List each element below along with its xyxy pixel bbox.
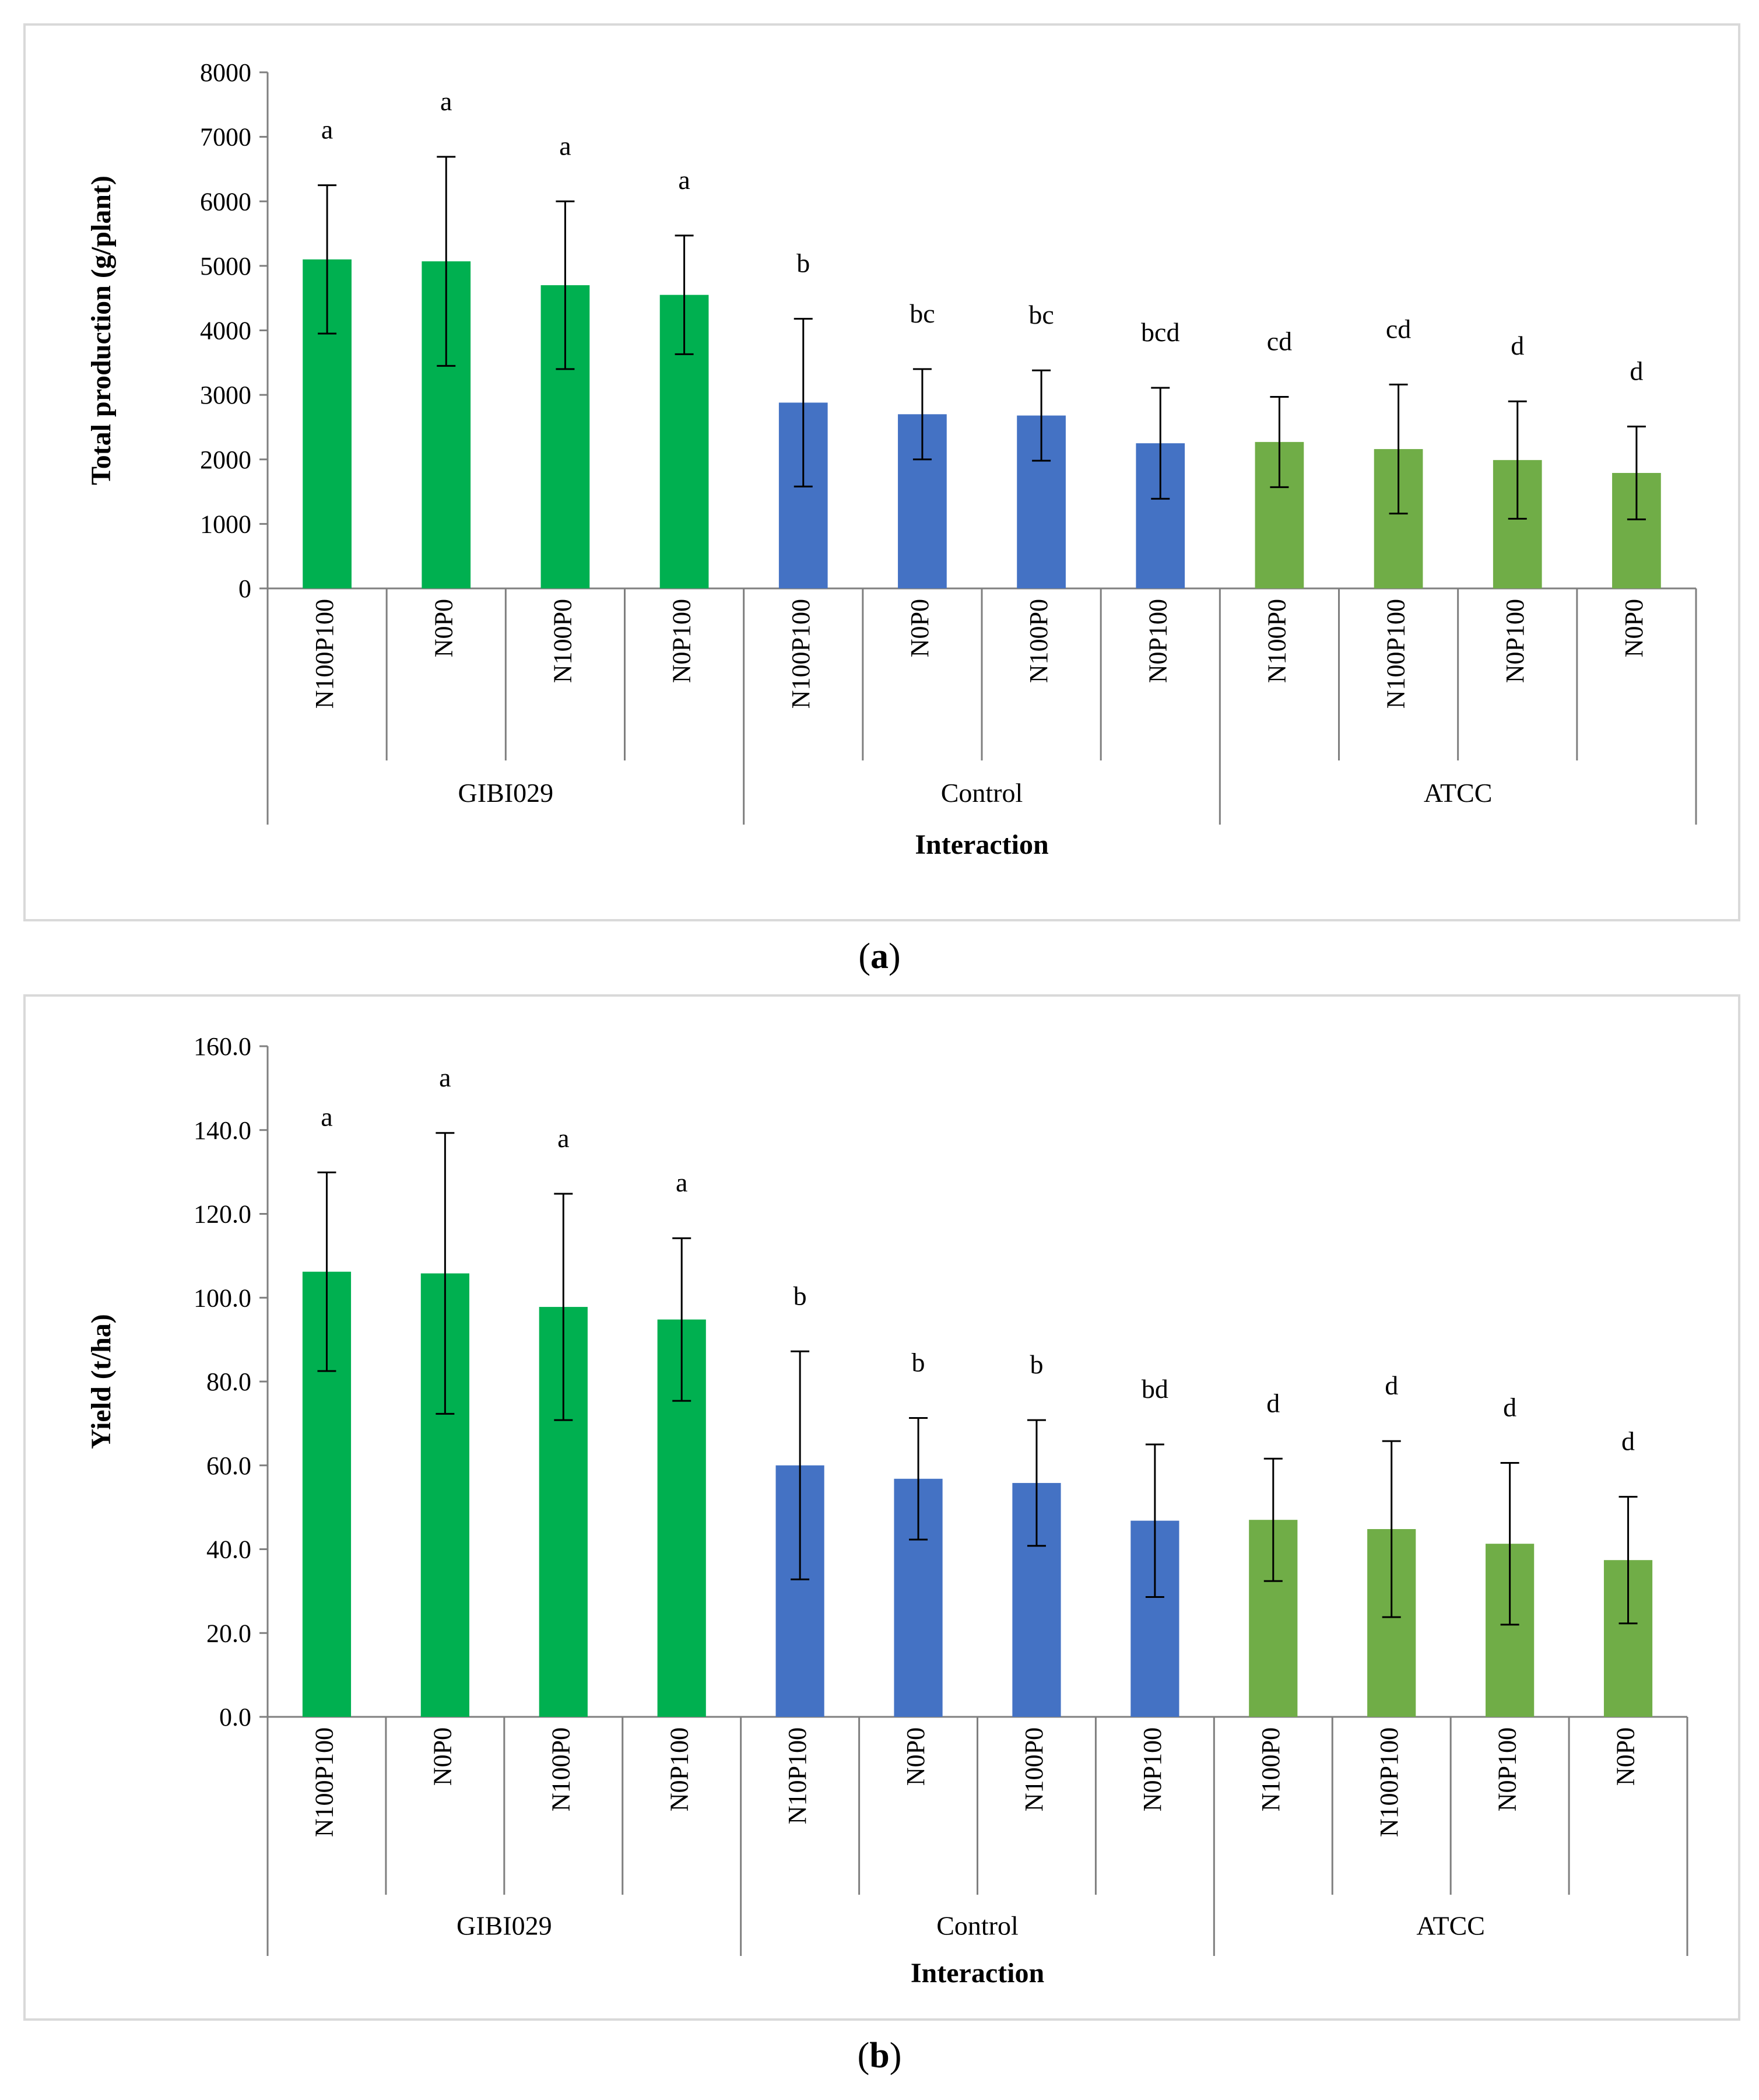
y-tick-label: 3000 [200, 381, 251, 409]
x-group-label: ATCC [1424, 778, 1493, 808]
significance-letter: a [678, 165, 690, 195]
significance-letter: d [1630, 356, 1643, 385]
significance-letter: cd [1267, 326, 1292, 356]
y-axis-title: Total production (g/plant) [86, 176, 117, 485]
x-group-label: GIBI029 [458, 778, 554, 808]
x-category-label: N0P100 [665, 1727, 693, 1811]
x-category-label: N0P0 [901, 1727, 930, 1786]
x-category-label: N0P100 [1143, 599, 1172, 683]
significance-letter: b [794, 1281, 807, 1310]
significance-letter: a [557, 1123, 569, 1153]
significance-letter: d [1385, 1370, 1398, 1400]
y-tick-label: 6000 [200, 187, 251, 216]
y-tick-label: 2000 [200, 446, 251, 474]
x-category-label: N0P100 [668, 599, 696, 683]
x-category-label: N100P100 [310, 599, 339, 709]
y-tick-label: 40.0 [206, 1535, 251, 1564]
y-tick-label: 160.0 [194, 1032, 251, 1061]
x-category-label: N100P0 [549, 599, 577, 683]
y-tick-label: 140.0 [194, 1116, 251, 1145]
significance-letter: a [559, 131, 571, 160]
x-category-label: N100P0 [1024, 599, 1053, 683]
y-tick-label: 0.0 [219, 1703, 251, 1731]
panel-label-b: (b) [857, 2036, 902, 2076]
significance-letter: a [321, 1102, 332, 1131]
significance-letter: b [1030, 1349, 1043, 1379]
significance-letter: a [440, 86, 452, 116]
x-category-label: N0P0 [1611, 1727, 1640, 1786]
x-category-label: N0P100 [1501, 599, 1529, 683]
x-category-label: N0P0 [905, 599, 934, 657]
x-category-label: N0P0 [429, 599, 458, 657]
x-group-label: Control [936, 1911, 1019, 1941]
y-tick-label: 5000 [200, 252, 251, 281]
x-category-label: N100P100 [310, 1727, 339, 1837]
y-tick-label: 80.0 [206, 1368, 251, 1396]
chart-a-svg: 0 1000 2000 3000 4000 5000 6000 7000 8000 Total p… [86, 58, 1697, 860]
significance-letter: bd [1142, 1374, 1168, 1404]
significance-letter: d [1511, 331, 1524, 360]
significance-letter: a [676, 1168, 687, 1197]
chart-b-svg: 0.0 20.0 40.0 60.0 80.0 100.0 120.0 140.0 160.0 Y… [86, 1032, 1688, 1989]
significance-letter: d [1266, 1388, 1280, 1418]
y-tick-label: 8000 [200, 58, 251, 87]
x-category-label: N100P0 [1256, 1727, 1285, 1811]
chart-panel-b: 0.0 20.0 40.0 60.0 80.0 100.0 120.0 140.0 160.0 Y… [23, 994, 1740, 2021]
y-tick-label: 0 [238, 574, 251, 603]
x-category-label: N0P0 [1620, 599, 1648, 657]
y-tick-label: 4000 [200, 317, 251, 345]
significance-letter: a [439, 1063, 451, 1092]
x-category-label: N0P100 [1493, 1727, 1522, 1811]
significance-letter: d [1621, 1426, 1635, 1456]
significance-letter: a [321, 115, 333, 145]
x-category-label: N100P100 [787, 599, 815, 709]
y-tick-label: 100.0 [194, 1284, 251, 1312]
chart-panel-a: 0 1000 2000 3000 4000 5000 6000 7000 8000 Total p… [23, 23, 1740, 921]
y-tick-label: 60.0 [206, 1452, 251, 1480]
x-category-label: N100P0 [546, 1727, 575, 1811]
x-category-label: N0P100 [1138, 1727, 1167, 1811]
x-category-label: N0P0 [428, 1727, 457, 1786]
y-tick-label: 120.0 [194, 1200, 251, 1229]
significance-letter: b [796, 248, 810, 278]
significance-letter: bcd [1141, 317, 1179, 347]
y-tick-label: 20.0 [206, 1619, 251, 1647]
x-group-label: GIBI029 [457, 1911, 552, 1941]
x-category-label: N100P0 [1263, 599, 1291, 683]
x-category-label: N10P100 [783, 1727, 812, 1824]
y-tick-label: 7000 [200, 123, 251, 152]
significance-letter: d [1503, 1392, 1516, 1422]
x-category-label: N100P100 [1375, 1727, 1403, 1837]
x-axis-title: Interaction [915, 829, 1048, 860]
x-group-label: ATCC [1416, 1911, 1485, 1941]
y-axis-title: Yield (t/ha) [86, 1314, 117, 1449]
significance-letter: bc [910, 299, 935, 328]
y-tick-label: 1000 [200, 510, 251, 538]
significance-letter: bc [1028, 300, 1054, 329]
significance-letter: cd [1386, 314, 1411, 343]
x-category-label: N100P0 [1020, 1727, 1048, 1811]
x-group-label: Control [941, 778, 1023, 808]
panel-label-a: (a) [858, 937, 901, 976]
x-category-label: N100P100 [1382, 599, 1410, 709]
x-axis-title: Interaction [911, 1958, 1044, 1989]
significance-letter: b [912, 1348, 925, 1377]
